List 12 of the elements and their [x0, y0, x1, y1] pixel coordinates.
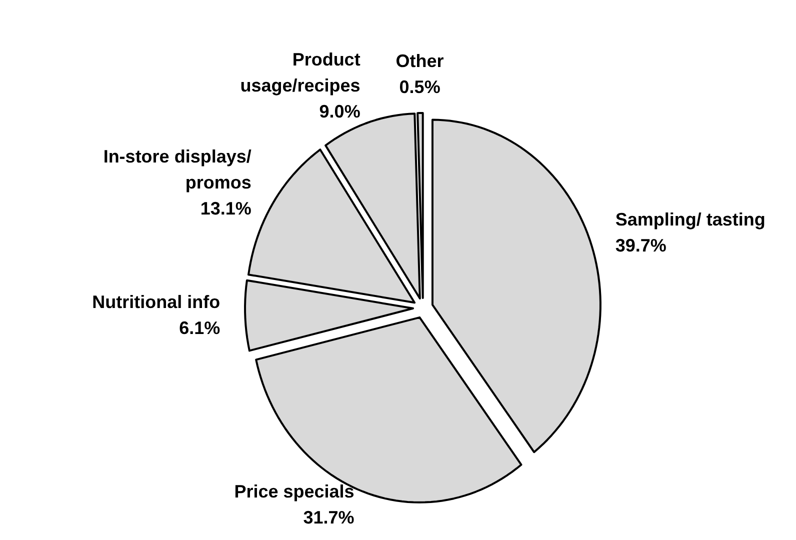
data-label: 6.1%: [179, 318, 220, 338]
slice-label: Product usage/recipes: [240, 49, 360, 96]
data-label: 39.7%: [615, 235, 666, 256]
slice-label: In-store displays/ promos: [103, 146, 252, 192]
data-label: 0.5%: [399, 76, 440, 97]
slice-label: Sampling/ tasting: [615, 209, 766, 230]
slice-label: Nutritional info: [92, 292, 220, 312]
slice-label: Other: [396, 50, 444, 71]
slice-label: Price specials: [234, 481, 354, 502]
data-label: 9.0%: [319, 101, 360, 122]
data-label: 13.1%: [200, 198, 252, 218]
data-label: 31.7%: [303, 507, 354, 528]
